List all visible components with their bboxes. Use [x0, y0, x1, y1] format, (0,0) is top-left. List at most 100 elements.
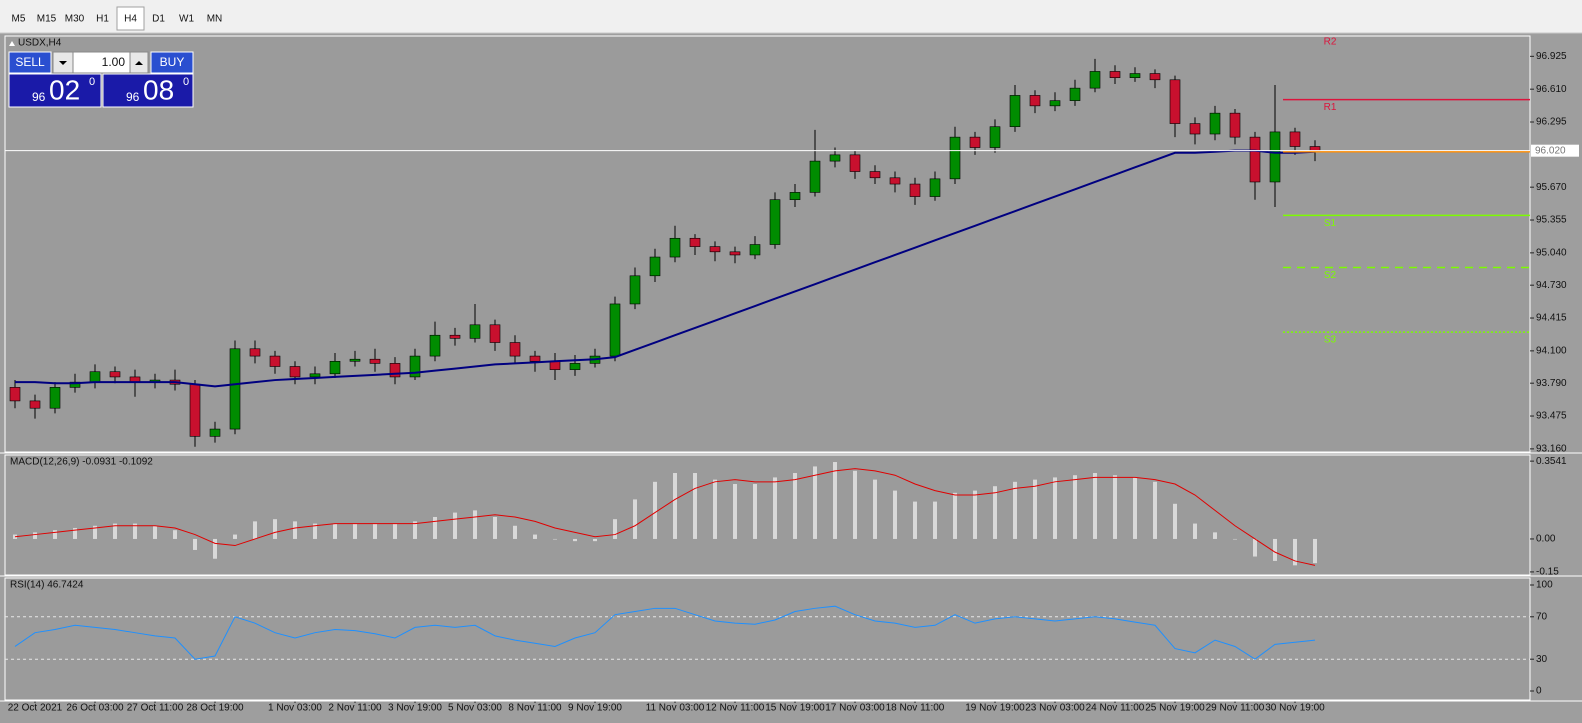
candle-body [429, 334, 441, 357]
candle-body [9, 387, 21, 402]
histogram-bar [253, 521, 257, 539]
timeframe-label: M15 [37, 14, 57, 25]
buy-button[interactable] [150, 51, 194, 74]
pivot-label: S1 [1324, 218, 1337, 229]
histogram-bar [1293, 538, 1297, 566]
candle-body [529, 355, 541, 362]
histogram-bar [173, 530, 177, 539]
histogram-bar [893, 490, 897, 539]
histogram-bar [453, 512, 457, 539]
y-tick-label: 94.730 [1536, 280, 1567, 291]
candle-body [329, 360, 341, 375]
histogram-bar [833, 462, 837, 539]
histogram-bar [153, 525, 157, 539]
histogram-bar [233, 534, 237, 539]
histogram-bar [933, 501, 937, 539]
histogram-bar [953, 492, 957, 539]
timeframe-button[interactable] [145, 7, 172, 30]
bid-price-big: 96 [32, 90, 46, 104]
pivot-label: R1 [1324, 102, 1337, 113]
histogram-bar [113, 523, 117, 539]
candle-body [949, 136, 961, 180]
pivot-label: R2 [1324, 37, 1337, 48]
x-tick-label: 5 Nov 03:00 [448, 703, 502, 714]
candle-body [1089, 71, 1101, 89]
candle-body [929, 178, 941, 197]
y-tick-label: 93.475 [1536, 411, 1567, 422]
histogram-bar [613, 519, 617, 539]
histogram-bar [753, 484, 757, 539]
histogram-bar [773, 477, 777, 539]
timeframe-button[interactable] [116, 6, 145, 31]
timeframe-button[interactable] [173, 7, 200, 30]
x-tick-label: 17 Nov 03:00 [825, 703, 885, 714]
timeframe-button[interactable] [89, 7, 116, 30]
candle-body [849, 154, 861, 172]
histogram-bar [873, 479, 877, 539]
buy-label: BUY [160, 55, 185, 69]
ask-price-main: 08 [143, 74, 174, 105]
candle-body [489, 324, 501, 343]
y-tick-label: 93.160 [1536, 444, 1567, 455]
x-tick-label: 19 Nov 19:00 [965, 703, 1025, 714]
ask-price-big: 96 [126, 90, 140, 104]
histogram-bar [1013, 481, 1017, 539]
candle-body [1309, 146, 1321, 151]
y-tick-label: 0.00 [1536, 534, 1556, 545]
candle-body [909, 183, 921, 197]
candle-body [1149, 73, 1161, 81]
timeframe-label: M30 [65, 14, 85, 25]
candle-body [809, 160, 821, 193]
candle-body [769, 199, 781, 245]
x-tick-label: 23 Nov 03:00 [1025, 703, 1085, 714]
candle-body [229, 348, 241, 430]
x-tick-label: 28 Oct 19:00 [186, 703, 244, 714]
ask-price-box[interactable] [102, 73, 194, 108]
candle-body [629, 275, 641, 305]
sell-button[interactable] [8, 51, 52, 74]
histogram-bar [1173, 503, 1177, 539]
histogram-bar [133, 523, 137, 539]
sell-label: SELL [15, 55, 45, 69]
x-tick-label: 11 Nov 03:00 [646, 703, 705, 714]
candle-body [349, 358, 361, 362]
x-tick-label: 22 Oct 2021 [8, 703, 63, 714]
timeframe-label: W1 [179, 14, 194, 25]
histogram-bar [1213, 532, 1217, 539]
y-tick-label: 70 [1536, 611, 1548, 622]
candle-body [509, 342, 521, 357]
candle-body [1189, 123, 1201, 135]
timeframe-button[interactable] [61, 7, 88, 30]
timeframe-label: M5 [12, 14, 26, 25]
pivot-label: S2 [1324, 270, 1337, 281]
histogram-bar [993, 486, 997, 539]
x-tick-label: 25 Nov 19:00 [1145, 703, 1205, 714]
candle-body [829, 154, 841, 162]
histogram-bar [573, 538, 577, 542]
histogram-bar [93, 525, 97, 539]
candle-body [389, 363, 401, 378]
candle-body [1069, 87, 1081, 101]
timeframe-button[interactable] [33, 7, 60, 30]
candle-body [609, 303, 621, 357]
timeframe-label: H1 [96, 14, 109, 25]
y-tick-label: 93.790 [1536, 378, 1567, 389]
candle-body [249, 348, 261, 357]
panel [4, 577, 1531, 701]
y-tick-label: 96.925 [1536, 51, 1567, 62]
timeframe-button[interactable] [201, 7, 228, 30]
histogram-bar [393, 523, 397, 539]
histogram-bar [793, 473, 797, 539]
timeframe-button[interactable] [5, 7, 32, 30]
bid-price-main: 02 [49, 74, 80, 105]
candle-body [1229, 112, 1241, 138]
histogram-bar [1233, 538, 1237, 540]
histogram-bar [1153, 481, 1157, 539]
y-tick-label: 94.100 [1536, 346, 1567, 357]
candle-body [969, 136, 981, 148]
candle-body [189, 383, 201, 437]
bid-price-box[interactable] [8, 73, 102, 108]
histogram-bar [293, 521, 297, 539]
histogram-bar [553, 538, 557, 540]
volume-value: 1.00 [102, 55, 126, 69]
